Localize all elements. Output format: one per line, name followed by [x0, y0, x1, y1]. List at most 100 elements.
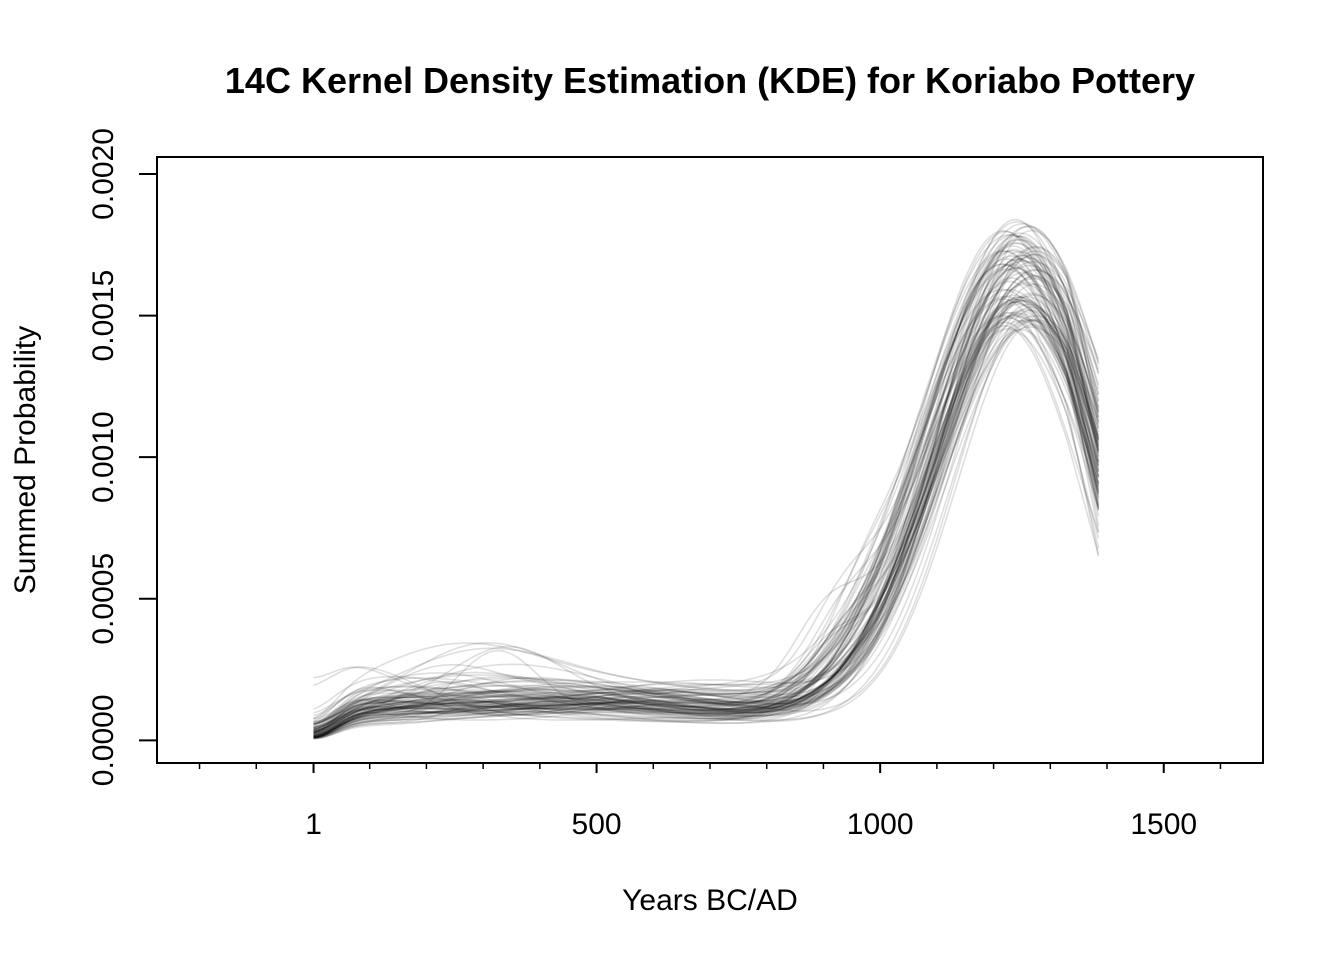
- y-axis: 0.0000 0.0005 0.0010 0.0015 0.0020: [87, 128, 157, 786]
- kde-series-line: [313, 233, 1100, 739]
- kde-series-line: [313, 319, 1100, 724]
- kde-series-line: [313, 268, 1100, 738]
- kde-series-line: [313, 263, 1100, 738]
- kde-series-line: [313, 299, 1100, 725]
- y-tick-label: 0.0000: [87, 694, 120, 786]
- y-tick-label: 0.0010: [87, 411, 120, 503]
- kde-series-line: [313, 306, 1100, 729]
- kde-series-line: [313, 249, 1100, 720]
- kde-series-line: [313, 315, 1100, 738]
- kde-series-line: [313, 271, 1100, 736]
- kde-series-line: [313, 256, 1100, 738]
- kde-series-line: [313, 245, 1100, 739]
- kde-series-line: [313, 318, 1100, 726]
- kde-series-line: [313, 318, 1100, 734]
- kde-series-line: [313, 253, 1100, 738]
- kde-series-line: [313, 321, 1100, 731]
- kde-series-line: [313, 234, 1100, 732]
- kde-series-line: [313, 246, 1100, 740]
- y-tick-label: 0.0015: [87, 270, 120, 362]
- kde-series-line: [313, 283, 1100, 728]
- kde-series-line: [313, 281, 1100, 726]
- kde-series-line: [313, 258, 1100, 734]
- kde-series-line: [313, 298, 1100, 723]
- kde-series-line: [313, 288, 1100, 738]
- kde-series-line: [313, 230, 1100, 729]
- kde-series-line: [313, 273, 1100, 729]
- kde-series-line: [313, 311, 1100, 732]
- kde-series-line: [313, 266, 1100, 735]
- kde-series-line: [313, 319, 1100, 739]
- y-tick-label: 0.0020: [87, 128, 120, 220]
- x-tick-label: 500: [572, 808, 622, 841]
- kde-series-line: [313, 326, 1100, 733]
- kde-series-line: [313, 249, 1100, 739]
- kde-series-line: [313, 314, 1100, 738]
- kde-series-line: [313, 317, 1100, 731]
- kde-series-line: [313, 268, 1100, 717]
- kde-series-line: [313, 309, 1100, 739]
- kde-series-line: [313, 294, 1100, 729]
- kde-series-line: [313, 280, 1100, 740]
- kde-series-line: [313, 242, 1100, 723]
- kde-series-line: [313, 276, 1100, 733]
- kde-series-line: [313, 242, 1100, 740]
- x-axis-label: Years BC/AD: [622, 884, 798, 917]
- kde-series-line: [313, 267, 1100, 736]
- kde-series-line: [313, 258, 1100, 731]
- kde-series-line: [313, 220, 1100, 739]
- kde-series-line: [313, 296, 1100, 737]
- kde-series-line: [313, 327, 1100, 728]
- kde-series-line: [313, 250, 1100, 734]
- kde-series-line: [313, 312, 1100, 738]
- y-axis-label: Summed Probability: [9, 326, 42, 594]
- kde-series-line: [313, 283, 1100, 725]
- kde-series-line: [313, 295, 1100, 733]
- kde-series-line: [313, 298, 1100, 732]
- kde-series-line: [313, 323, 1100, 721]
- kde-series-line: [313, 311, 1100, 737]
- chart-title: 14C Kernel Density Estimation (KDE) for …: [225, 60, 1195, 101]
- kde-series-line: [313, 292, 1100, 733]
- kde-series-line: [313, 299, 1100, 728]
- kde-series-line: [313, 263, 1100, 720]
- kde-series-line: [313, 275, 1100, 725]
- kde-series-line: [313, 245, 1100, 737]
- kde-series-line: [313, 274, 1100, 734]
- kde-series-line: [313, 238, 1100, 736]
- kde-series-line: [313, 229, 1100, 720]
- kde-series-line: [313, 308, 1100, 730]
- kde-series-line: [313, 300, 1100, 734]
- kde-series-line: [313, 288, 1100, 737]
- kde-series-line: [313, 232, 1100, 738]
- kde-series-line: [313, 235, 1100, 736]
- kde-series-line: [313, 250, 1100, 734]
- kde-series-line: [313, 263, 1100, 737]
- kde-series-line: [313, 253, 1100, 738]
- kde-series-line: [313, 225, 1100, 725]
- kde-series-line: [313, 314, 1100, 703]
- kde-series-line: [313, 260, 1100, 738]
- x-tick-label: 1000: [847, 808, 914, 841]
- kde-series-line: [313, 258, 1100, 732]
- x-tick-label: 1500: [1130, 808, 1197, 841]
- kde-series-line: [313, 295, 1100, 731]
- kde-series-line: [313, 296, 1100, 739]
- kde-series-line: [313, 225, 1100, 739]
- kde-series-line: [313, 303, 1100, 739]
- kde-series-line: [313, 229, 1100, 736]
- kde-series-line: [313, 328, 1100, 735]
- kde-series-line: [313, 233, 1100, 739]
- series-layer: [313, 218, 1100, 740]
- kde-series-line: [313, 319, 1100, 736]
- kde-series-line: [313, 260, 1100, 733]
- kde-series-line: [313, 238, 1100, 731]
- kde-series-line: [313, 324, 1100, 739]
- kde-series-line: [313, 250, 1100, 739]
- kde-series-line: [313, 301, 1100, 726]
- y-tick-label: 0.0005: [87, 553, 120, 645]
- kde-series-line: [313, 248, 1100, 740]
- kde-series-line: [313, 254, 1100, 732]
- kde-series-line: [313, 313, 1100, 734]
